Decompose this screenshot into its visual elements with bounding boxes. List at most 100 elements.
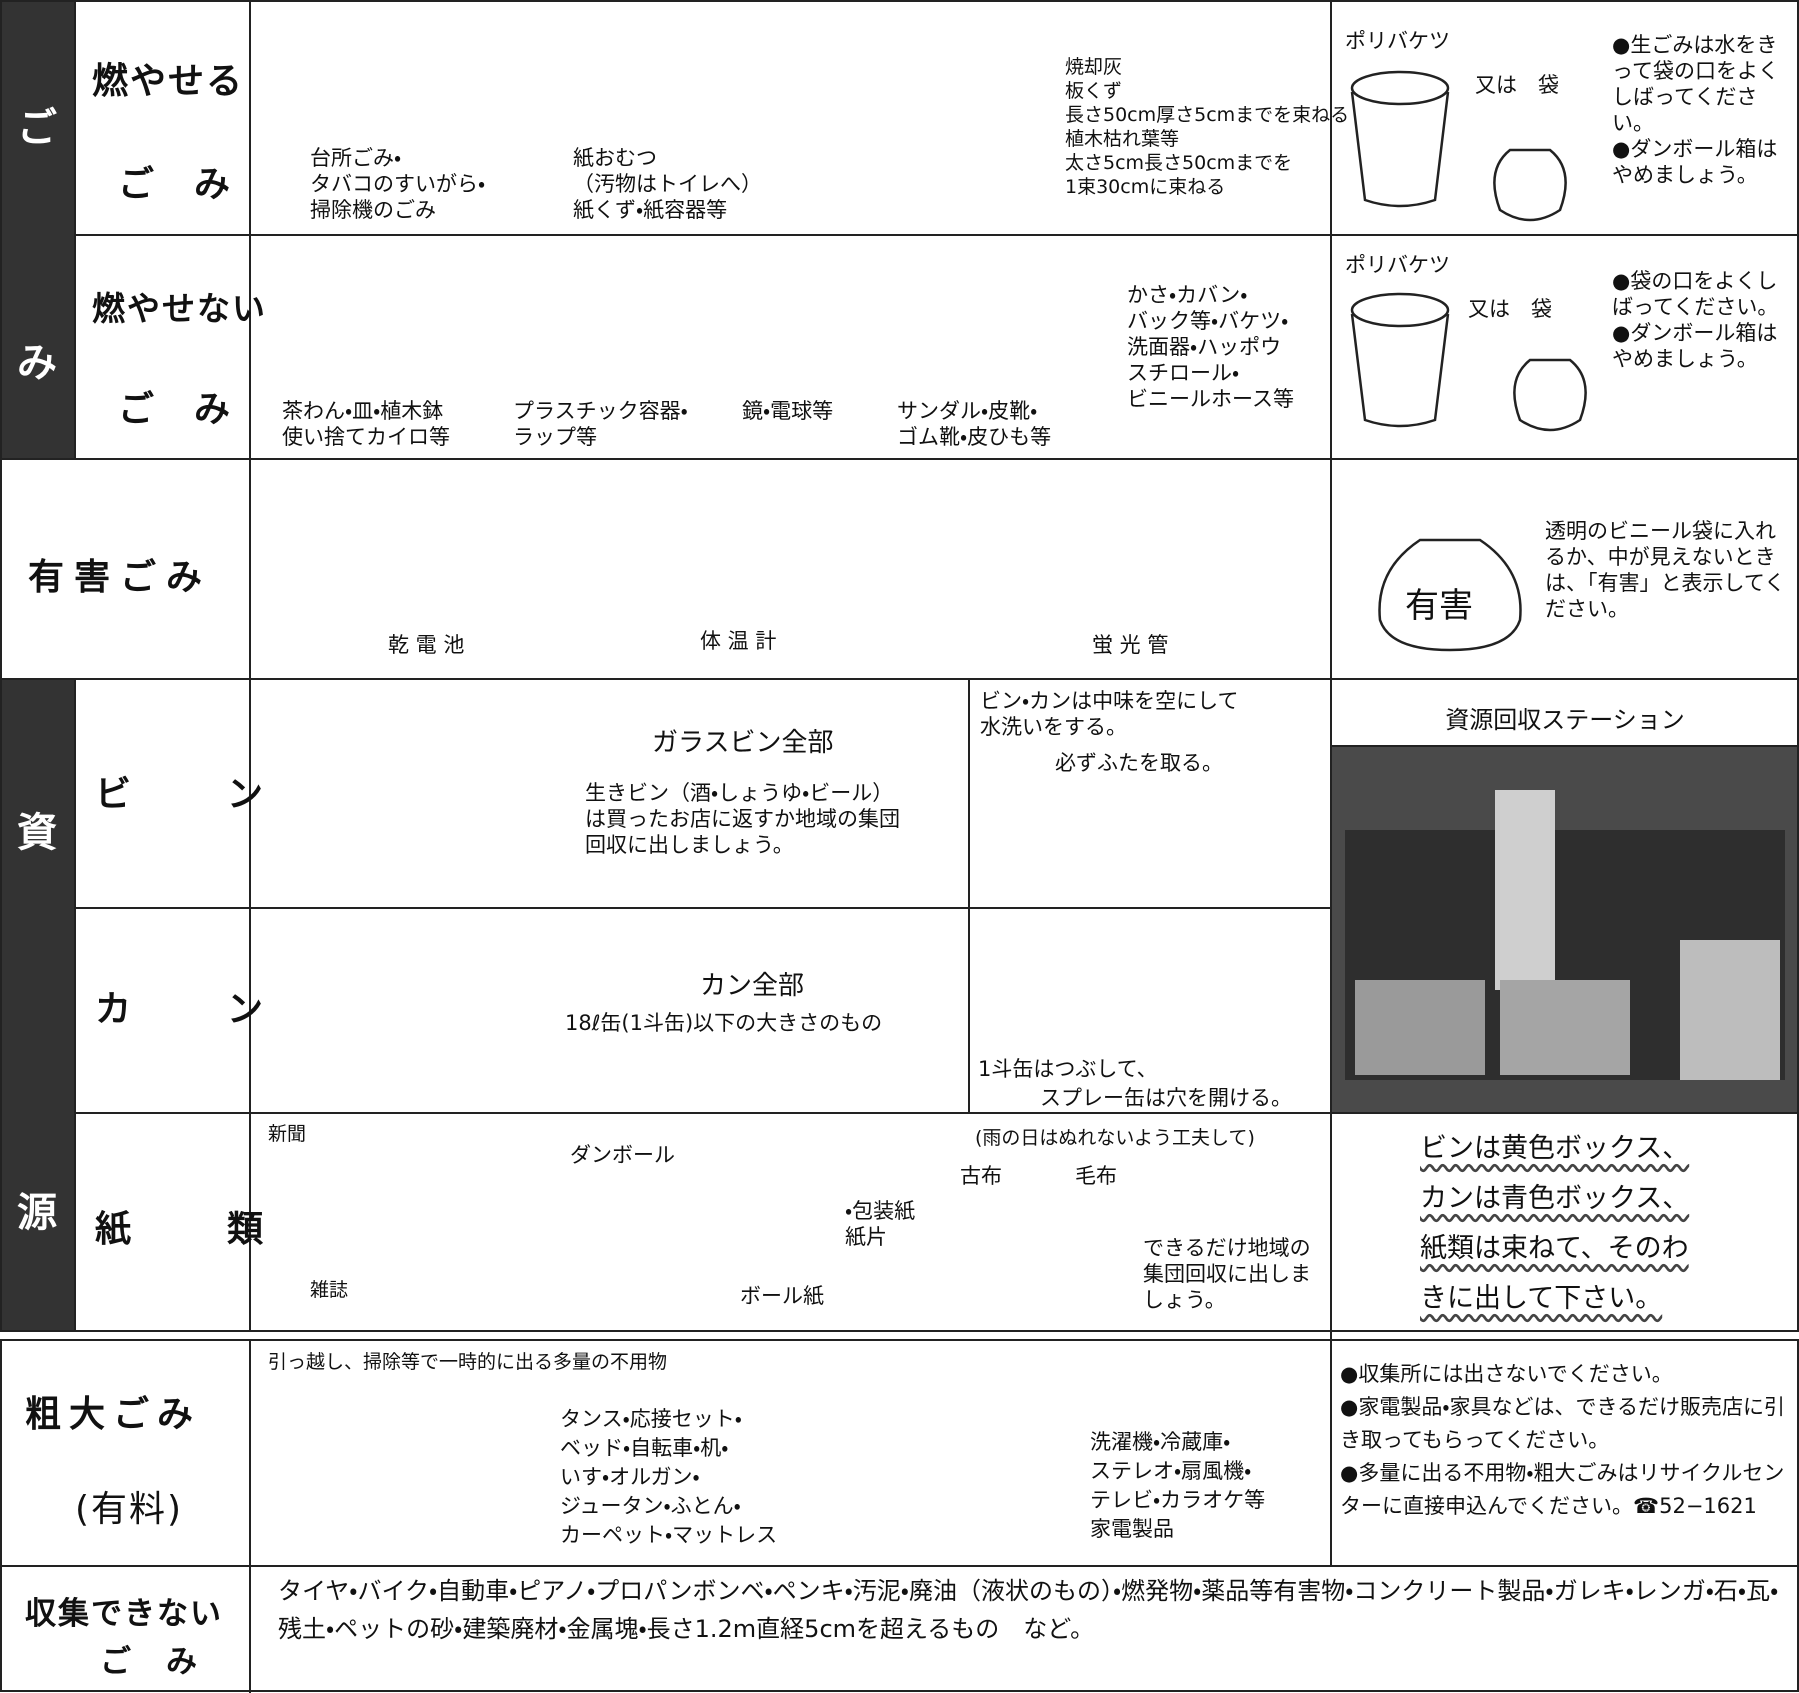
text-line: 太さ5cm長さ50cmまでを (1065, 152, 1293, 174)
caption: 乾 電 池 (388, 633, 465, 657)
note: スプレー缶は穴を開ける。 (1040, 1086, 1292, 1110)
text-line: プラスチック容器・ (513, 399, 688, 423)
text-line: 植木枯れ葉等 (1065, 128, 1180, 150)
text-line: 1束30cmに束ねる (1065, 176, 1226, 198)
caption: 焼却灰 板くず 長さ50cm厚さ5cmまでを束ねる 植木枯れ葉等 太さ5cm長さ50cm… (1065, 55, 1349, 199)
text-line: （汚物はトイレへ） (573, 172, 762, 196)
text-line: ●ダンボール箱はやめましょう。 (1612, 321, 1778, 371)
text: タイヤ・バイク・自動車・ピアノ・プロパンボンベ・ペンキ・汚泥・廃油（液状のもの）… (278, 1577, 1779, 1643)
text-line: 鏡・電球等 (742, 399, 834, 423)
row-name: 収集できない (25, 1596, 223, 1632)
row-name: 粗大ごみ (25, 1394, 202, 1435)
text-line: 洗面器・ハッポウ (1127, 335, 1282, 359)
text-line: カーペット・マットレス (560, 1523, 778, 1547)
row-name: ご み (100, 1644, 199, 1680)
bucket-icons (1350, 70, 1587, 652)
text-line: バック等・バケツ・ (1127, 309, 1289, 333)
text: 生きビン（酒・しょうゆ・ビール） は買ったお店に返すか地域の集団 回収に出しましょう… (585, 780, 900, 858)
photo-detail (1495, 790, 1555, 990)
side-label: 源 (17, 1190, 57, 1236)
note: 透明のビニール袋に入れるか、中が見えないときは、「有害」と表示してください。 (1545, 519, 1786, 621)
text-line: 水洗いをする。 (980, 715, 1127, 739)
text-line: サンダル・皮靴・ (897, 399, 1038, 423)
note: 必ずふたを取る。 (1055, 751, 1223, 775)
caption: 新聞 (268, 1123, 307, 1145)
text-line: 長さ50cm厚さ5cmまでを束ねる (1065, 104, 1350, 126)
side-strip (0, 679, 75, 1331)
text-line: ・包装紙 (845, 1199, 916, 1223)
container-label: ポリバケツ (1345, 29, 1450, 53)
caption: 雑誌 (310, 1279, 349, 1301)
station-title: 資源回収ステーション (1445, 706, 1685, 734)
caption: (雨の日はぬれないよう工夫して) (975, 1127, 1255, 1149)
side-label: み (17, 340, 57, 386)
text-line: は買ったお店に返すか地域の集団 (585, 807, 900, 831)
caption: サンダル・皮靴・ ゴム靴・皮ひも等 (897, 398, 1051, 450)
container-label: 又は 袋 (1468, 297, 1552, 321)
text-line: できるだけ地域の (1143, 1236, 1311, 1260)
border (0, 0, 1799, 1332)
text-line: きに出して下さい。 (1420, 1283, 1663, 1314)
text-line: ●収集所には出さないでください。 (1340, 1362, 1673, 1386)
caption: タンス・応接セット・ ベッド・自転車・机・ いす・オルガン・ ジュータン・ふとん・ カー… (560, 1405, 777, 1550)
text-line: ビニールホース等 (1127, 387, 1294, 411)
header: 引っ越し、掃除等で一時的に出る多量の不用物 (268, 1351, 668, 1373)
text-line: ●多量に出る不用物・粗大ごみはリサイクルセンターに直接申込んでください。☎52−… (1340, 1461, 1785, 1518)
caption: 台所ごみ・ タバコのすいがら・ 掃除機のごみ (310, 145, 485, 223)
text-line: しょう。 (1143, 1288, 1226, 1312)
text-line: かさ・カバン・ (1127, 283, 1248, 307)
caption: 古布 (960, 1164, 1002, 1188)
photo-detail (1680, 940, 1780, 1080)
notes: ●袋の口をよくしばってください。 ●ダンボール箱はやめましょう。 (1612, 268, 1794, 372)
text-line: 紙くず・紙容器等 (573, 198, 728, 222)
note: 1斗缶はつぶして、 (978, 1057, 1158, 1081)
container-label: ポリバケツ (1345, 253, 1450, 277)
text-line: ●ダンボール箱はやめましょう。 (1612, 137, 1778, 187)
text-line: ラップ等 (513, 425, 597, 449)
text-line: ビンは黄色ボックス、 (1420, 1133, 1690, 1164)
caption: かさ・カバン・ バック等・バケツ・ 洗面器・ハッポウ スチロール・ ビニールホース等 (1127, 282, 1294, 412)
caption: 茶わん・皿・植木鉢 使い捨てカイロ等 (282, 398, 450, 450)
photo-detail (1355, 980, 1485, 1075)
photo-detail (1500, 980, 1630, 1075)
text-line: 台所ごみ・ (310, 146, 402, 170)
notes: ●収集所には出さないでください。 ●家電製品・家具などは、できるだけ販売店に引き取… (1340, 1358, 1792, 1523)
caption: ボール紙 (740, 1284, 824, 1308)
text-line: 焼却灰 (1065, 56, 1123, 78)
row-name: 紙 類 (95, 1209, 294, 1250)
text-line: カンは青色ボックス、 (1420, 1183, 1690, 1214)
text-line: 使い捨てカイロ等 (282, 425, 450, 449)
text-line: 家電製品 (1090, 1517, 1174, 1541)
text-line: ゴム靴・皮ひも等 (897, 425, 1052, 449)
heading: カン全部 (700, 971, 805, 1001)
row-name: ご み (118, 164, 233, 205)
caption: 毛布 (1075, 1164, 1117, 1188)
text-line: タバコのすいがら・ (310, 172, 486, 196)
row-name: 燃やせない (92, 289, 267, 328)
text-line: ベッド・自転車・机・ (560, 1436, 729, 1460)
note: ビン・カンは中味を空にして 水洗いをする。 (980, 688, 1239, 740)
text-line: スチロール・ (1127, 361, 1240, 385)
container-label: 又は 袋 (1475, 73, 1559, 97)
text-line: テレビ・カラオケ等 (1090, 1488, 1266, 1512)
side-strip (0, 0, 75, 459)
text-line: 集団回収に出しま (1143, 1262, 1311, 1286)
text-line: 茶わん・皿・植木鉢 (282, 399, 444, 423)
text-line: ●生ごみは水をきって袋の口をよくしばってください。 (1612, 33, 1779, 135)
text-line: 板くず (1065, 80, 1123, 102)
text-line: 紙類は束ねて、そのわ (1420, 1233, 1689, 1264)
caption: 紙おむつ （汚物はトイレへ） 紙くず・紙容器等 (573, 145, 762, 223)
bag-label: 有害 (1405, 586, 1473, 626)
text-line: 紙片 (845, 1225, 887, 1249)
text-line: 生きビン（酒・しょうゆ・ビール） (585, 781, 894, 805)
note: できるだけ地域の 集団回収に出しま しょう。 (1143, 1235, 1311, 1313)
row-name: ビ ン (95, 774, 294, 815)
caption: プラスチック容器・ ラップ等 (513, 398, 688, 450)
caption: 洗濯機・冷蔵庫・ ステレオ・扇風機・ テレビ・カラオケ等 家電製品 (1090, 1428, 1265, 1544)
notes: ●生ごみは水をきって袋の口をよくしばってください。 ●ダンボール箱はやめましょう。 (1612, 32, 1794, 188)
text-line: ステレオ・扇風機・ (1090, 1459, 1252, 1483)
text-line: 紙おむつ (573, 146, 657, 170)
